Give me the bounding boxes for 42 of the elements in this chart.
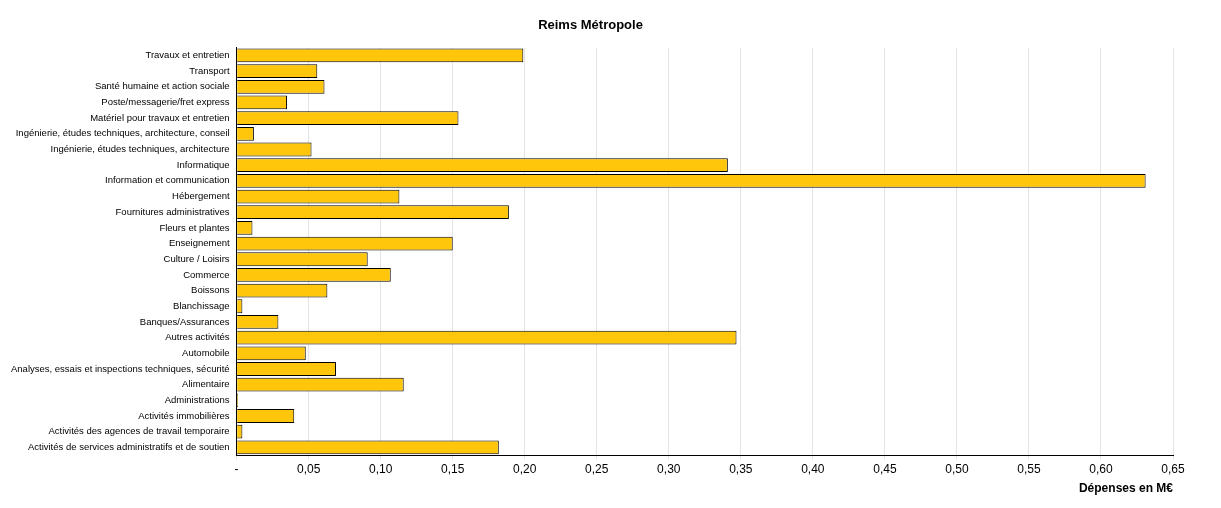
x-tick-label: 0,55: [1017, 461, 1041, 476]
y-tick-label: Informatique: [176, 158, 230, 170]
y-tick-label: Boissons: [191, 284, 230, 296]
x-tick-label: -: [234, 461, 239, 476]
y-tick-label: Information et communication: [104, 174, 230, 186]
y-tick-label: Fleurs et plantes: [159, 221, 230, 233]
y-tick-label: Ingénierie, études techniques, architecture, conseil: [15, 127, 230, 139]
y-tick-label: Travaux et entretien: [145, 49, 230, 61]
x-tick-label: 0,20: [513, 461, 537, 476]
x-tick-label: 0,35: [729, 461, 753, 476]
y-tick-label: Activités de services administratifs et de soutien: [27, 440, 230, 452]
y-tick-label: Hébergement: [172, 190, 230, 202]
x-tick-label: 0,65: [1161, 461, 1185, 476]
y-tick-label: Alimentaire: [182, 378, 230, 390]
y-tick-label: Analyses, essais et inspections techniques, sécurité: [10, 362, 230, 374]
x-tick-label: 0,60: [1089, 461, 1113, 476]
x-tick-label: 0,50: [945, 461, 969, 476]
x-tick-label: 0,40: [801, 461, 825, 476]
x-tick-label: 0,25: [585, 461, 609, 476]
y-tick-label: Administrations: [164, 393, 230, 405]
y-tick-label: Blanchissage: [173, 299, 230, 311]
y-tick-label: Banques/Assurances: [139, 315, 230, 327]
x-tick-label: 0,45: [873, 461, 897, 476]
y-tick-label: Matériel pour travaux et entretien: [90, 111, 230, 123]
x-tick-label: 0,15: [441, 461, 465, 476]
x-tick-label: 0,30: [657, 461, 681, 476]
y-tick-label: Activités des agences de travail temporaire: [48, 425, 230, 437]
x-tick-label: 0,10: [369, 461, 393, 476]
y-tick-label: Activités immobilières: [138, 409, 230, 421]
y-tick-label: Fournitures administratives: [115, 205, 230, 217]
y-tick-label: Santé humaine et action sociale: [94, 80, 230, 92]
y-tick-label: Transport: [189, 64, 230, 76]
y-tick-label: Autres activités: [165, 331, 230, 343]
y-tick-label: Poste/messagerie/fret express: [101, 96, 230, 108]
y-tick-label: Ingénierie, études techniques, architecture: [50, 143, 230, 155]
y-tick-label: Enseignement: [168, 237, 230, 249]
x-axis-title: Dépenses en M€: [1078, 481, 1174, 496]
y-tick-label: Automobile: [182, 346, 230, 358]
y-tick-label: Commerce: [183, 268, 230, 280]
y-tick-label: Culture / Loisirs: [163, 252, 230, 264]
x-tick-label: 0,05: [296, 461, 321, 476]
chart-title: Reims Métropole: [538, 17, 643, 33]
